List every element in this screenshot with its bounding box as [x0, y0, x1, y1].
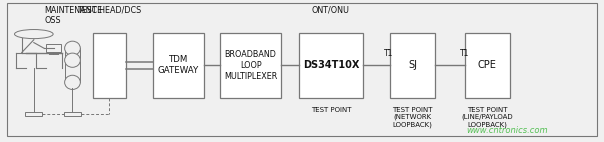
Ellipse shape [65, 75, 80, 89]
Text: TEST POINT: TEST POINT [310, 106, 352, 112]
Bar [25, 112, 42, 116]
Text: TEST POINT
(LINE/PAYLOAD
LOOPBACK): TEST POINT (LINE/PAYLOAD LOOPBACK) [461, 106, 513, 128]
Bar [390, 33, 435, 98]
Text: ONT/ONU: ONT/ONU [312, 6, 350, 15]
Ellipse shape [65, 53, 80, 67]
Text: CPE: CPE [478, 60, 497, 70]
Text: TEST POINT
(NETWORK
LOOPBACK): TEST POINT (NETWORK LOOPBACK) [392, 106, 433, 128]
Text: TEST HEAD/DCS: TEST HEAD/DCS [77, 6, 141, 15]
Text: www.cntronics.com: www.cntronics.com [466, 126, 548, 135]
Bar [46, 44, 61, 52]
Bar [152, 33, 204, 98]
Bar [64, 112, 81, 116]
Bar [300, 33, 362, 98]
Text: SJ: SJ [408, 60, 417, 70]
Text: TDM
GATEWAY: TDM GATEWAY [158, 55, 199, 75]
Ellipse shape [65, 41, 80, 55]
Text: T1: T1 [460, 49, 469, 59]
Bar [93, 33, 126, 98]
Text: BROADBAND
LOOP
MULTIPLEXER: BROADBAND LOOP MULTIPLEXER [224, 50, 277, 81]
Text: MAINTENANCE
OSS: MAINTENANCE OSS [44, 6, 102, 25]
Text: DS34T10X: DS34T10X [303, 60, 359, 70]
Bar [465, 33, 510, 98]
Text: T1: T1 [384, 49, 393, 59]
Bar [65, 48, 80, 82]
Bar [220, 33, 281, 98]
Circle shape [14, 30, 53, 39]
